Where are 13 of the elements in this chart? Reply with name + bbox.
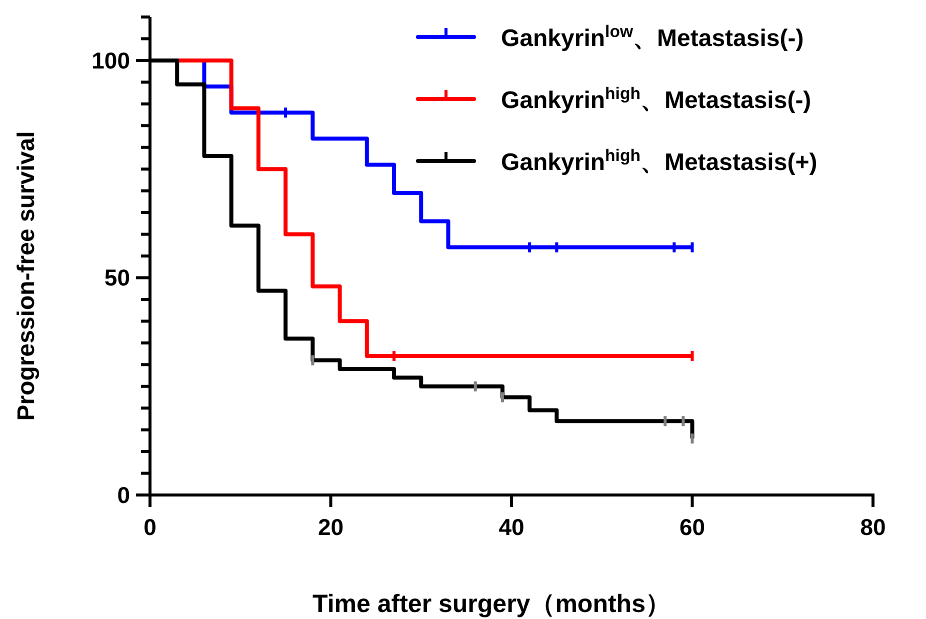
x-tick-label: 0 bbox=[144, 514, 156, 540]
y-axis-title: Progression-free survival bbox=[13, 131, 40, 421]
legend-label: Gankyrin$^{low}$、Metastasis(-) bbox=[501, 22, 804, 52]
x-tick-label: 20 bbox=[318, 514, 344, 540]
y-tick-label: 0 bbox=[117, 482, 130, 508]
legend-label: Gankyrin$^{high}$、Metastasis(-) bbox=[501, 84, 812, 114]
x-tick-label: 80 bbox=[860, 514, 886, 540]
y-tick-label: 100 bbox=[92, 47, 130, 74]
y-tick-label: 50 bbox=[104, 264, 130, 291]
x-tick-label: 60 bbox=[679, 514, 706, 540]
x-axis-title: Time after surgery（months） bbox=[312, 590, 670, 618]
x-tick-label: 40 bbox=[498, 514, 524, 540]
legend-label: Gankyrin$^{high}$、Metastasis(+) bbox=[501, 146, 818, 176]
